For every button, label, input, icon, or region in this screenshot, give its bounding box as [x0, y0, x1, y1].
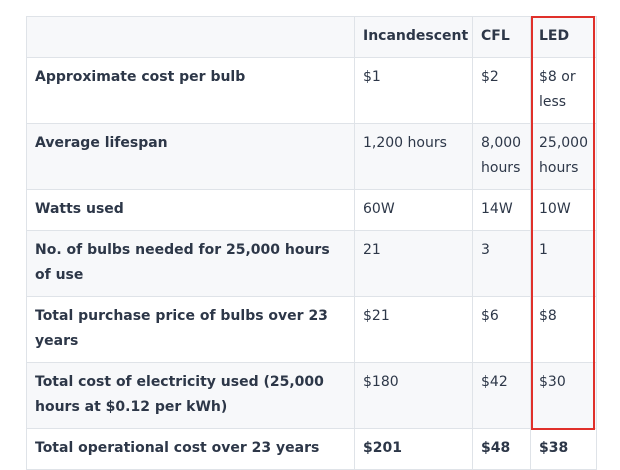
row-label: Approximate cost per bulb — [26, 57, 355, 124]
cell-incandescent: $180 — [354, 362, 473, 429]
header-cfl: CFL — [472, 16, 531, 58]
cell-led: $8 or less — [530, 57, 597, 124]
row-label: Watts used — [26, 189, 355, 231]
cell-cfl: $2 — [472, 57, 531, 124]
row-label: Total operational cost over 23 years — [26, 428, 355, 470]
cell-cfl: $6 — [472, 296, 531, 363]
header-row: Incandescent CFL LED — [26, 16, 597, 58]
cell-incandescent: 21 — [354, 230, 473, 297]
table-row: Total purchase price of bulbs over 23 ye… — [26, 296, 597, 363]
header-empty-cell — [26, 16, 355, 58]
cell-incandescent: 1,200 hours — [354, 123, 473, 190]
cell-cfl: 3 — [472, 230, 531, 297]
table-row: Average lifespan 1,200 hours 8,000 hours… — [26, 123, 597, 190]
row-label: Total purchase price of bulbs over 23 ye… — [26, 296, 355, 363]
cell-incandescent: 60W — [354, 189, 473, 231]
cell-cfl: $48 — [472, 428, 531, 470]
cell-led: 10W — [530, 189, 597, 231]
cell-led: $30 — [530, 362, 597, 429]
table-header: Incandescent CFL LED — [26, 16, 597, 58]
table-row-total: Total operational cost over 23 years $20… — [26, 428, 597, 470]
cell-cfl: $42 — [472, 362, 531, 429]
row-label: Average lifespan — [26, 123, 355, 190]
table-row: No. of bulbs needed for 25,000 hours of … — [26, 230, 597, 297]
cell-led: $8 — [530, 296, 597, 363]
bulb-comparison-table: Incandescent CFL LED Approximate cost pe… — [26, 16, 597, 470]
header-incandescent: Incandescent — [354, 16, 473, 58]
table-row: Approximate cost per bulb $1 $2 $8 or le… — [26, 57, 597, 124]
cell-cfl: 8,000 hours — [472, 123, 531, 190]
cell-incandescent: $1 — [354, 57, 473, 124]
header-led: LED — [530, 16, 597, 58]
cell-cfl: 14W — [472, 189, 531, 231]
row-label: No. of bulbs needed for 25,000 hours of … — [26, 230, 355, 297]
table-row: Total cost of electricity used (25,000 h… — [26, 362, 597, 429]
table-row: Watts used 60W 14W 10W — [26, 189, 597, 231]
row-label: Total cost of electricity used (25,000 h… — [26, 362, 355, 429]
cell-led: 1 — [530, 230, 597, 297]
cell-led: 25,000 hours — [530, 123, 597, 190]
table-body: Approximate cost per bulb $1 $2 $8 or le… — [26, 57, 597, 470]
cell-led: $38 — [530, 428, 597, 470]
cell-incandescent: $21 — [354, 296, 473, 363]
cell-incandescent: $201 — [354, 428, 473, 470]
